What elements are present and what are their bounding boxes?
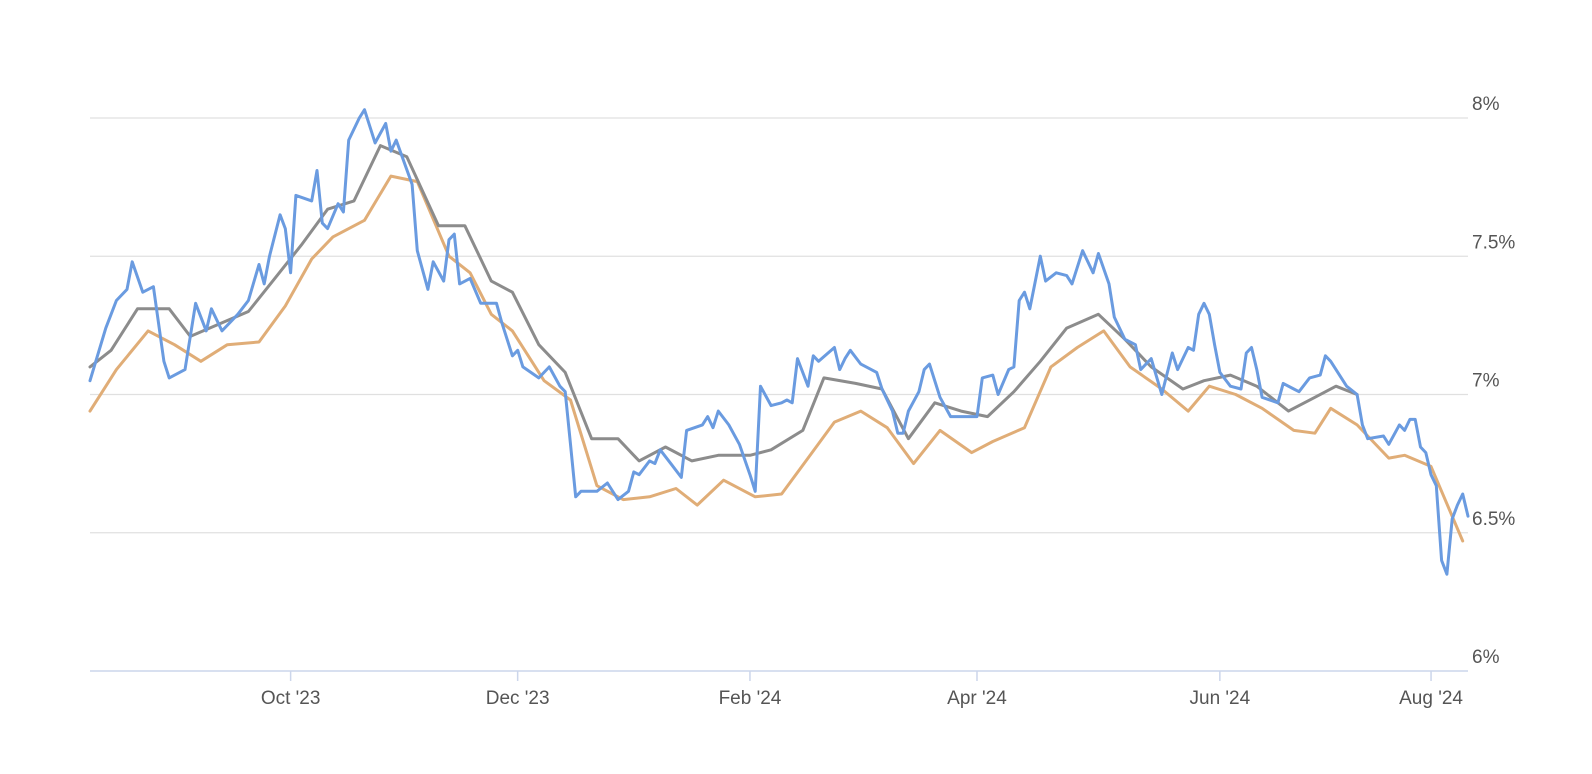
series-line	[88, 108, 1470, 576]
series-line	[88, 144, 1359, 463]
y-tick-label: 8%	[1472, 94, 1500, 115]
y-tick-label: 7%	[1472, 371, 1500, 392]
y-tick-label: 6%	[1472, 647, 1500, 668]
x-tick-label: Feb '24	[719, 688, 782, 709]
y-tick-label: 6.5%	[1472, 509, 1515, 530]
x-tick-label: Apr '24	[947, 688, 1007, 709]
x-tick-label: Aug '24	[1399, 688, 1463, 709]
y-tick-label: 7.5%	[1472, 232, 1515, 253]
series-line	[88, 174, 1465, 543]
x-tick-label: Oct '23	[261, 688, 321, 709]
x-tick-label: Dec '23	[486, 688, 550, 709]
x-tick-label: Jun '24	[1190, 688, 1251, 709]
